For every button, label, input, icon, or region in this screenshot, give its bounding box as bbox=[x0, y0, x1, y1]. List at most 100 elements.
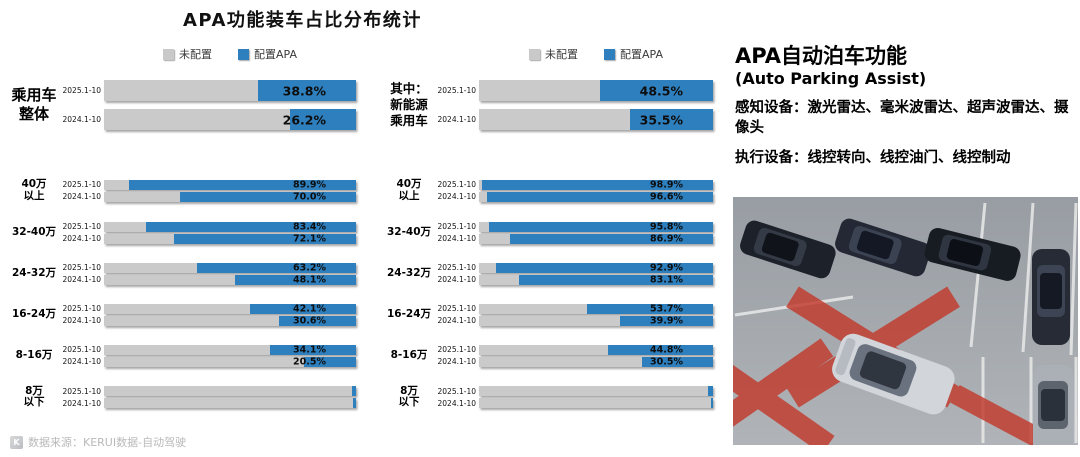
bar-percent-label: 38.8% bbox=[282, 83, 326, 98]
group-label: 24-32万 bbox=[383, 266, 435, 280]
bar-track: 98.9% bbox=[479, 179, 713, 190]
bar-period-label: 2025.1-10 bbox=[62, 86, 102, 95]
legend: 未配置 配置APA bbox=[479, 46, 713, 62]
bar-percent-label: 42.1% bbox=[293, 303, 326, 314]
bar-period-label: 2025.1-10 bbox=[62, 222, 102, 231]
bar-period-label: 2024.1-10 bbox=[437, 357, 477, 366]
legend-label: 配置APA bbox=[254, 48, 297, 61]
car bbox=[1032, 249, 1070, 345]
bar-track: 42.1% bbox=[104, 303, 356, 314]
bar-percent-label: 92.9% bbox=[650, 262, 683, 273]
bar-track: 44.8% bbox=[479, 344, 713, 355]
group-label: 8万 以下 bbox=[8, 384, 60, 410]
bar-fill-apa bbox=[353, 398, 356, 409]
bar-period-label: 2024.1-10 bbox=[62, 234, 102, 243]
group-label-line: 40万 bbox=[21, 178, 47, 190]
bar-percent-label: 63.2% bbox=[293, 262, 326, 273]
group-label-line: 8万 bbox=[25, 384, 43, 397]
bar-percent-label: 48.5% bbox=[639, 83, 683, 98]
bar-row: 2025.1-10 48.5% bbox=[435, 80, 713, 101]
bar-period-label: 2024.1-10 bbox=[62, 316, 102, 325]
bar-period-label: 2025.1-10 bbox=[62, 263, 102, 272]
bar-track: 30.6% bbox=[104, 315, 356, 326]
bar-fill-apa bbox=[481, 179, 713, 190]
info-panel: APA自动泊车功能 (Auto Parking Assist) 感知设备：激光雷… bbox=[735, 44, 1075, 168]
bar-group: 32-40万 2025.1-10 83.4% 2024.1-10 72.1% bbox=[8, 221, 356, 244]
group-label-line: 以下 bbox=[23, 396, 45, 409]
bar-percent-label: 20.5% bbox=[293, 356, 326, 367]
bar-fill-apa bbox=[129, 179, 356, 190]
bar-period-label: 2024.1-10 bbox=[62, 192, 102, 202]
bar-period-label: 2024.1-10 bbox=[62, 398, 102, 408]
bar-period-label: 2025.1-10 bbox=[62, 180, 102, 190]
group-label: 8万 以下 bbox=[383, 385, 435, 410]
bar-track: 38.8% bbox=[104, 80, 356, 101]
bar-percent-label: 34.1% bbox=[293, 344, 326, 355]
legend-swatch-apa bbox=[604, 48, 615, 60]
bar-row: 2024.1-10 35.5% bbox=[435, 109, 713, 130]
bar-track: 83.1% bbox=[479, 274, 713, 285]
info-line-perception: 感知设备：激光雷达、毫米波雷达、超声波雷达、摄像头 bbox=[735, 100, 1069, 137]
bar-track: 53.7% bbox=[479, 303, 713, 314]
group-label-line: 乘用车 bbox=[11, 85, 57, 104]
bar-rows: 2025.1-10 92.9% 2024.1-10 83.1% bbox=[435, 262, 713, 285]
parking-lot-image bbox=[733, 197, 1078, 445]
bar-track bbox=[479, 398, 713, 409]
group-label: 16-24万 bbox=[8, 308, 60, 321]
bar-row: 2024.1-10 30.6% bbox=[60, 315, 356, 326]
bar-track: 39.9% bbox=[479, 315, 713, 326]
group-label-line: 24-32万 bbox=[386, 266, 432, 279]
legend-item: 未配置 bbox=[529, 46, 578, 62]
bar-row: 2024.1-10 72.1% bbox=[60, 233, 356, 244]
group-label-line: 32-40万 bbox=[11, 225, 57, 238]
bar-fill-apa bbox=[641, 356, 713, 367]
bar-track: 48.1% bbox=[104, 274, 356, 285]
bar-group: 8万 以下 2025.1-10 2024.1-10 bbox=[383, 385, 713, 410]
source-text: 数据来源：KERUI数据-自动驾驶 bbox=[28, 436, 187, 449]
legend-item: 配置APA bbox=[604, 46, 663, 62]
bar-fill-apa bbox=[608, 344, 713, 355]
info-title: APA自动泊车功能 bbox=[735, 44, 907, 68]
bar-group: 40万 以上 2025.1-10 89.9% 2024.1-10 70.0% bbox=[8, 178, 356, 203]
bar-rows: 2025.1-10 53.7% 2024.1-10 39.9% bbox=[435, 303, 713, 326]
car bbox=[832, 333, 955, 415]
chart-nev-passenger: 未配置 配置APA 其中： 新能源 乘用车 2025.1-10 48.5% 2024.1-10… bbox=[383, 46, 713, 409]
bar-group: 32-40万 2025.1-10 95.8% 2024.1-10 86.9% bbox=[383, 221, 713, 244]
bar-group: 16-24万 2025.1-10 42.1% 2024.1-10 30.6% bbox=[8, 303, 356, 326]
group-label: 40万 以上 bbox=[8, 178, 60, 203]
legend: 未配置 配置APA bbox=[104, 46, 356, 62]
group-label-line: 以上 bbox=[398, 189, 420, 202]
bar-period-label: 2025.1-10 bbox=[62, 345, 102, 354]
bar-fill-apa bbox=[710, 398, 713, 409]
bar-track: 35.5% bbox=[479, 109, 713, 130]
bar-period-label: 2024.1-10 bbox=[62, 275, 102, 284]
bar-row: 2024.1-10 70.0% bbox=[60, 191, 356, 202]
bar-track: 72.1% bbox=[104, 233, 356, 244]
bar-row: 2025.1-10 44.8% bbox=[435, 344, 713, 355]
bar-group-overall: 乘用车 整体 2025.1-10 38.8% 2024.1-10 26.2% bbox=[8, 80, 356, 130]
group-label-line: 8-16万 bbox=[390, 348, 428, 361]
bar-row: 2025.1-10 63.2% bbox=[60, 262, 356, 273]
bar-percent-label: 72.1% bbox=[293, 233, 326, 244]
group-label: 乘用车 整体 bbox=[8, 86, 60, 125]
price-segments: 40万 以上 2025.1-10 98.9% 2024.1-10 96.6% 32-40万 2… bbox=[383, 178, 713, 410]
bar-track: 48.5% bbox=[479, 80, 713, 101]
bar-track: 83.4% bbox=[104, 221, 356, 232]
bar-rows: 2025.1-10 38.8% 2024.1-10 26.2% bbox=[60, 80, 356, 130]
bar-percent-label: 96.6% bbox=[650, 191, 683, 203]
bar-track: 89.9% bbox=[104, 179, 356, 190]
bar-group: 40万 以上 2025.1-10 98.9% 2024.1-10 96.6% bbox=[383, 178, 713, 203]
bar-period-label: 2024.1-10 bbox=[437, 234, 477, 243]
bar-period-label: 2024.1-10 bbox=[437, 115, 477, 124]
legend-label: 配置APA bbox=[620, 48, 663, 61]
bar-row: 2025.1-10 89.9% bbox=[60, 179, 356, 190]
group-label-line: 8-16万 bbox=[15, 348, 53, 361]
bar-rows: 2025.1-10 44.8% 2024.1-10 30.5% bbox=[435, 344, 713, 367]
group-label-line: 40万 bbox=[396, 178, 422, 190]
bar-period-label: 2024.1-10 bbox=[437, 316, 477, 325]
legend-swatch-not-equipped bbox=[529, 48, 540, 60]
bar-period-label: 2024.1-10 bbox=[437, 275, 477, 284]
bar-row: 2024.1-10 86.9% bbox=[435, 233, 713, 244]
bar-row: 2025.1-10 38.8% bbox=[60, 80, 356, 101]
bar-rows: 2025.1-10 48.5% 2024.1-10 35.5% bbox=[435, 80, 713, 130]
